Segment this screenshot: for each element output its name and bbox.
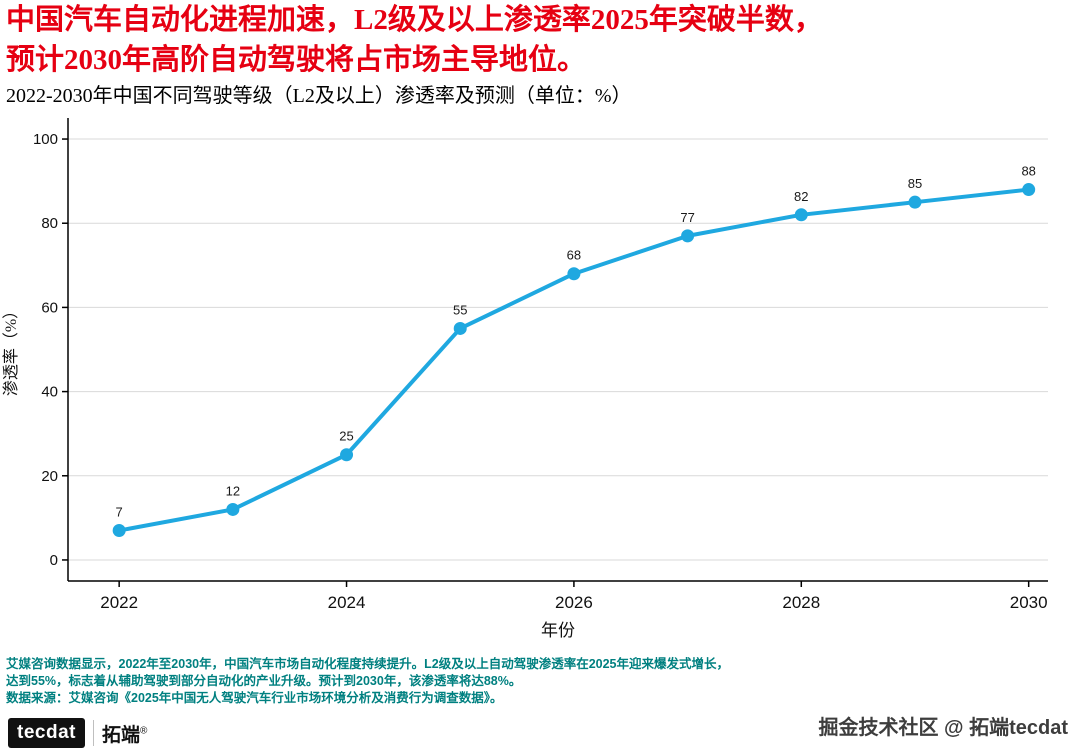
point-label: 68 <box>567 248 581 263</box>
footnote-line1: 艾媒咨询数据显示，2022年至2030年，中国汽车市场自动化程度持续提升。L2级… <box>6 657 730 671</box>
point-label: 82 <box>794 189 808 204</box>
data-point <box>681 229 695 243</box>
x-tick-label: 2024 <box>328 593 366 612</box>
x-tick-label: 2028 <box>782 593 820 612</box>
chart-title-line2: 预计2030年高阶自动驾驶将占市场主导地位。 <box>6 44 587 76</box>
watermark: 掘金技术社区 @ 拓端tecdat <box>818 717 1068 739</box>
data-point <box>453 321 467 335</box>
y-axis-title: 渗透率（%） <box>2 303 20 396</box>
registered-mark: ® <box>139 725 148 737</box>
tuoduan-logo: 拓端® <box>101 724 148 746</box>
y-tick-label: 0 <box>50 552 58 569</box>
data-point <box>567 267 581 281</box>
line-chart: 0 20 40 60 80 100 2022 2024 2026 2028 2030 7 12 25 55 6… <box>0 114 1080 646</box>
x-tick-label: 2026 <box>555 593 593 612</box>
point-label: 88 <box>1021 164 1035 179</box>
y-tick-label: 80 <box>41 215 58 232</box>
data-point <box>1022 183 1036 197</box>
y-tick-label: 100 <box>33 131 58 148</box>
point-label: 7 <box>116 504 123 519</box>
point-label: 12 <box>226 483 240 498</box>
header: 中国汽车自动化进程加速，L2级及以上渗透率2025年突破半数， 预计2030年高… <box>6 0 823 110</box>
tecdat-logo: tecdat <box>8 718 85 748</box>
footnotes: 艾媒咨询数据显示，2022年至2030年，中国汽车市场自动化程度持续提升。L2级… <box>6 656 1074 707</box>
footnote-line2: 达到55%，标志着从辅助驾驶到部分自动化的产业升级。预计到2030年，该渗透率将… <box>6 674 522 688</box>
brand-logo: tecdat 拓端® <box>8 718 147 748</box>
y-tick-label: 60 <box>41 299 58 316</box>
data-point <box>226 502 240 516</box>
footnote-line3: 数据来源：艾媒咨询《2025年中国无人驾驶汽车行业市场环境分析及消费行为调查数据… <box>6 691 503 705</box>
data-point <box>340 448 354 462</box>
trend-line <box>117 187 1031 533</box>
data-point <box>908 195 922 209</box>
chart-canvas: 0 20 40 60 80 100 2022 2024 2026 2028 2030 7 12 25 55 6… <box>2 118 1048 640</box>
point-label: 77 <box>680 210 694 225</box>
point-label: 25 <box>339 429 353 444</box>
y-tick-label: 20 <box>41 468 58 485</box>
x-tick-label: 2022 <box>100 593 138 612</box>
x-axis-title: 年份 <box>541 621 575 640</box>
data-point <box>794 208 808 222</box>
logo-divider <box>92 720 94 746</box>
y-tick-label: 40 <box>41 384 58 401</box>
chart-title-line1: 中国汽车自动化进程加速，L2级及以上渗透率2025年突破半数， <box>6 4 823 36</box>
point-label: 85 <box>908 176 922 191</box>
x-tick-label: 2030 <box>1010 593 1048 612</box>
chart-subtitle: 2022-2030年中国不同驾驶等级（L2及以上）渗透率及预测（单位：%） <box>6 85 632 107</box>
point-label: 55 <box>453 302 467 317</box>
data-point <box>112 523 126 537</box>
